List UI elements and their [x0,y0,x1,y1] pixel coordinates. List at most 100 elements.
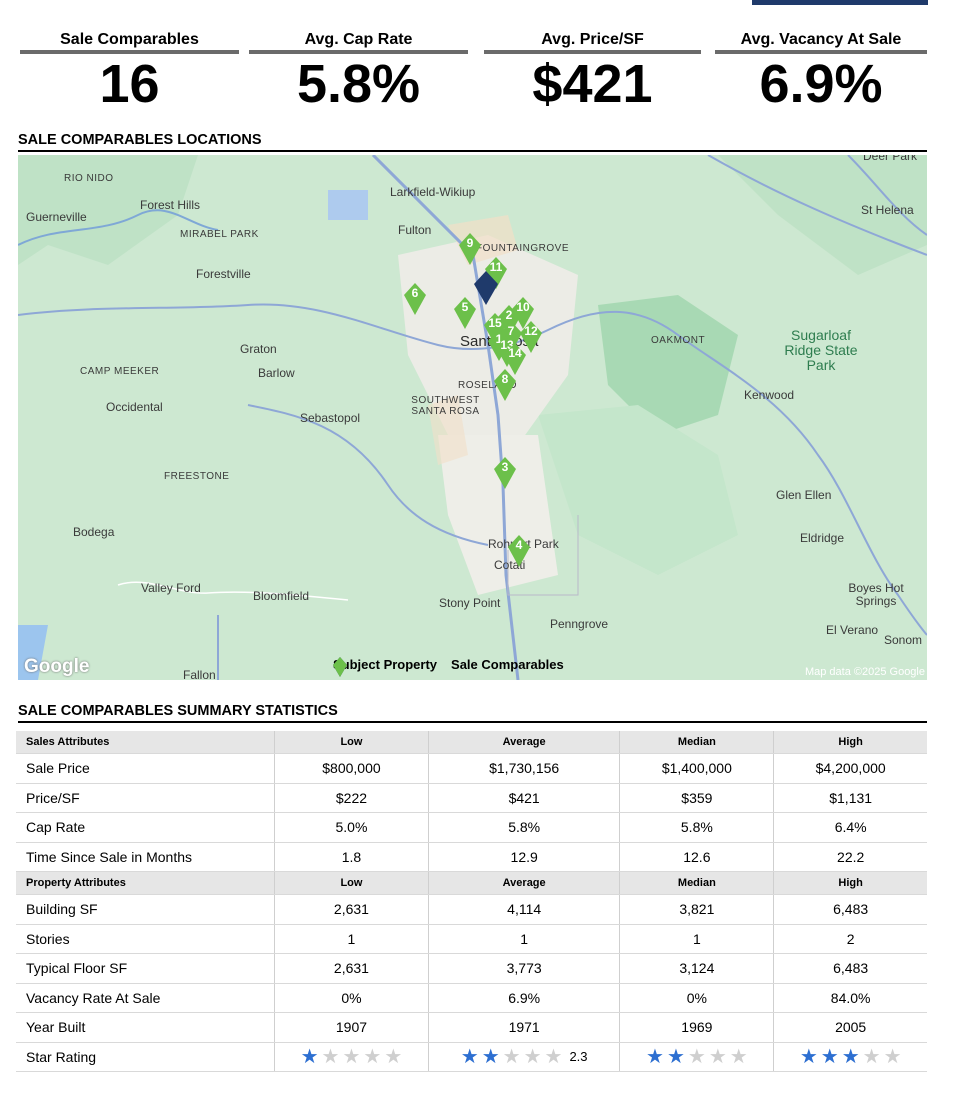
row-label: Property Attributes [16,871,275,895]
cell-value: 6,483 [773,953,927,984]
cell-value: 2005 [773,1012,927,1043]
table-row: Sale Price $800,000 $1,730,156 $1,400,000 $4… [16,753,927,784]
cell-value: 2 [773,924,927,954]
table-row: Building SF 2,631 4,114 3,821 6,483 [16,894,927,925]
cell-value: 5.0% [274,812,429,843]
legend-comps: Sale Comparables [333,657,564,677]
star-rating: ★ ★ ★ ★ ★ [301,1047,403,1067]
map-label: Bodega [73,525,115,539]
cell-value: $4,200,000 [773,753,927,784]
cell-value: Median [619,731,774,754]
cell-value: 1 [427,924,620,954]
cell-value: 3,124 [619,953,774,984]
star-rating: ★ ★ ★ ★ ★ [800,1047,902,1067]
kpi-avg-vacancy: Avg. Vacancy At Sale 6.9% [715,30,927,114]
cell-value: Low [274,871,429,895]
pin-number: 12 [524,324,538,338]
comparables-map[interactable]: RIO NIDO Forest Hills Guerneville MIRABE… [18,155,927,680]
cell-value: 3,773 [427,953,620,984]
pin-number: 2 [505,308,513,322]
sale-comparable-pin[interactable]: 7 [500,321,522,353]
row-label: Sales Attributes [16,731,275,754]
cell-value: 6.9% [427,983,620,1013]
sale-comparable-pin[interactable]: 9 [459,233,481,265]
row-label: Vacancy Rate At Sale [16,983,275,1013]
cell-value: $421 [427,783,620,813]
pin-number: 1 [495,332,503,346]
cell-value: 1 [274,924,429,954]
row-label: Stories [16,924,275,954]
sale-comparable-pin[interactable]: 4 [508,535,530,567]
star-icon: ★ [862,1045,881,1068]
star-icon: ★ [502,1045,521,1068]
subject-property-pin[interactable] [474,271,498,305]
star-icon: ★ [384,1045,403,1068]
row-label: Price/SF [16,783,275,813]
cell-value: 2,631 [274,953,429,984]
cell-value: High [773,731,927,754]
cell-value: 6,483 [773,894,927,925]
table-row: Year Built 1907 1971 1969 2005 [16,1012,927,1043]
sale-comparable-pin[interactable]: 5 [454,297,476,329]
map-label: Valley Ford [141,581,201,595]
sale-comparable-pin[interactable]: 8 [494,369,516,401]
sale-comparable-pin[interactable]: 3 [494,457,516,489]
table-row: Cap Rate 5.0% 5.8% 5.8% 6.4% [16,812,927,843]
kpi-value: 5.8% [296,54,421,114]
comp-pin-icon [508,535,530,567]
star-icon: ★ [544,1045,563,1068]
sale-comparable-pin[interactable]: 2 [498,305,520,337]
pin-number: 8 [501,372,509,386]
map-label: Occidental [106,400,163,414]
legend-subject-label: Subject Property [333,657,438,672]
kpi-divider [249,50,468,54]
cell-value: $222 [274,783,429,813]
map-label: Sebastopol [300,411,361,425]
cell-value: 84.0% [773,983,927,1013]
kpi-label: Avg. Vacancy At Sale [740,31,902,48]
sale-comparable-pin[interactable]: 6 [404,283,426,315]
row-label: Year Built [16,1012,275,1043]
comp-pin-icon [485,257,507,289]
sale-comparable-pin[interactable]: 15 [484,313,506,345]
kpi-value: $421 [532,54,653,114]
star-icon: ★ [481,1045,500,1068]
comp-pin-icon [404,283,426,315]
table-row: Vacancy Rate At Sale 0% 6.9% 0% 84.0% [16,983,927,1013]
table-row: Time Since Sale in Months 1.8 12.9 12.6 22.2 [16,842,927,872]
row-label: Star Rating [16,1042,275,1072]
kpi-label: Avg. Cap Rate [304,31,413,48]
kpi-avg-price-sf: Avg. Price/SF $421 [484,30,701,114]
star-icon: ★ [841,1045,860,1068]
map-label: St Helena [861,203,914,217]
cell-value: 5.8% [427,812,620,843]
table-header-row: Property Attributes Low Average Median High [16,871,927,895]
map-label: El Verano [826,623,879,637]
map-label: Deer Park [863,155,918,163]
kpi-value: 6.9% [759,54,883,114]
sale-comparable-pin[interactable]: 11 [485,257,507,289]
cell-value: 4,114 [427,894,620,925]
map-label: Larkfield-Wikiup [390,185,476,199]
star-icon: ★ [820,1045,839,1068]
star-rating: ★ ★ ★ ★ ★ 2.3 [461,1047,588,1067]
map-label: Forestville [196,267,251,281]
sale-comparable-pin[interactable]: 10 [512,297,534,329]
map-label: Stony Point [439,596,501,610]
summary-table: Sales Attributes Low Average Median High Sale… [16,731,927,1072]
sale-comparable-pin[interactable]: 12 [520,321,542,353]
cell-value: 12.6 [619,842,774,872]
comp-pin-icon [498,305,520,337]
row-label: Cap Rate [16,812,275,843]
comp-pin-icon [494,369,516,401]
cell-value: 1.8 [274,842,429,872]
star-icon: ★ [342,1045,361,1068]
comp-pin-icon [512,297,534,329]
star-icon: ★ [687,1045,706,1068]
map-label: Glen Ellen [776,488,832,502]
cell-value: Low [274,731,429,754]
map-label: FOUNTAINGROVE [476,243,569,254]
sale-comparable-pin[interactable]: 14 [504,343,526,375]
table-row: Typical Floor SF 2,631 3,773 3,124 6,483 [16,953,927,984]
cell-value: 0% [274,983,429,1013]
